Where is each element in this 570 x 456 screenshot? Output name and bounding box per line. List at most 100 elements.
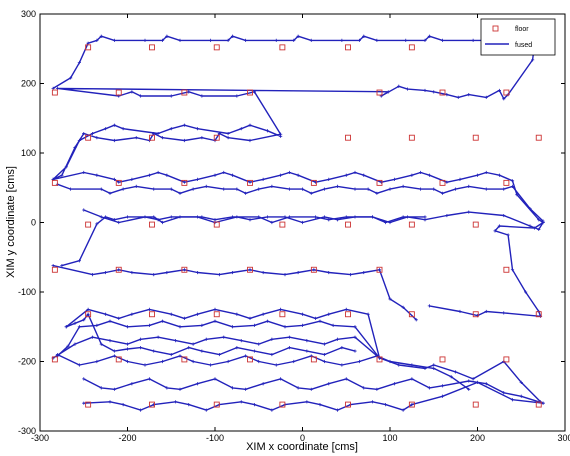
fused-point	[270, 352, 274, 357]
y-tick-label: 200	[21, 79, 36, 89]
fused-point	[248, 218, 252, 222]
fused-point	[423, 38, 427, 43]
fused-point	[82, 170, 86, 175]
fused-point	[191, 342, 195, 346]
fused-point	[454, 187, 458, 191]
floor-marker	[408, 401, 415, 408]
fused-point	[353, 170, 357, 175]
fused-point	[160, 136, 165, 140]
fused-point	[77, 259, 81, 263]
fused-point	[169, 187, 173, 191]
floor-marker	[279, 311, 286, 318]
fused-point	[445, 93, 449, 97]
series-line-fused	[83, 378, 544, 404]
fused-point	[401, 305, 405, 309]
x-axis-label: XIM x coordinate [cms]	[246, 441, 358, 453]
fused-point	[519, 394, 523, 398]
fused-point	[213, 173, 217, 177]
floor-marker	[181, 356, 188, 363]
fused-point	[64, 165, 68, 169]
fused-point	[318, 402, 322, 407]
fused-point	[502, 97, 506, 101]
fused-point	[235, 312, 239, 316]
fused-point	[537, 218, 541, 222]
fused-point	[327, 270, 331, 275]
fused-point	[104, 215, 108, 219]
fused-point	[283, 325, 287, 329]
fused-point	[484, 187, 488, 191]
fused-point	[353, 335, 357, 339]
legend: floor fused	[480, 18, 556, 56]
x-tick-label: -300	[31, 433, 49, 443]
fused-point	[261, 382, 265, 386]
fused-point	[296, 34, 300, 38]
fused-point	[125, 342, 130, 346]
fused-point	[178, 215, 182, 219]
fused-point	[377, 268, 382, 272]
fused-point	[248, 180, 252, 184]
fused-point	[178, 191, 182, 195]
fused-point	[209, 363, 213, 367]
fused-point	[73, 342, 77, 346]
fused-point	[187, 90, 191, 94]
fused-point	[375, 387, 379, 391]
fused-point	[467, 184, 471, 188]
fused-point	[279, 307, 283, 311]
floor-marker	[376, 179, 383, 186]
fused-point	[386, 90, 390, 94]
floor-marker	[181, 266, 188, 273]
fused-point	[130, 90, 134, 94]
fused-point	[449, 375, 453, 379]
fused-point	[327, 218, 331, 222]
fused-point	[156, 335, 160, 339]
fused-point	[187, 346, 191, 350]
fused-point	[401, 408, 405, 412]
fused-point	[312, 268, 316, 272]
floor-marker	[85, 311, 92, 318]
fused-point	[165, 173, 169, 177]
fused-point	[51, 263, 55, 268]
fused-point	[82, 318, 86, 322]
fused-point	[287, 346, 291, 350]
fused-point	[195, 127, 200, 131]
fused-point	[130, 270, 134, 275]
fused-point	[222, 170, 226, 175]
fused-point	[226, 136, 230, 140]
fused-point	[182, 316, 186, 321]
fused-point	[296, 270, 300, 275]
fused-point	[410, 377, 414, 381]
fused-point	[213, 377, 217, 381]
fused-point	[414, 318, 418, 322]
fused-point	[125, 325, 130, 329]
fused-point	[353, 187, 357, 191]
floor-marker	[472, 401, 479, 408]
fused-point	[204, 408, 208, 412]
fused-point	[95, 173, 99, 177]
fused-point	[200, 215, 204, 219]
fused-point	[506, 233, 510, 237]
fused-point	[204, 337, 208, 341]
fused-point	[130, 382, 134, 386]
fused-point	[357, 38, 361, 43]
floor-marker	[535, 311, 542, 318]
fused-point	[322, 215, 326, 219]
fused-point	[279, 134, 283, 138]
fused-point	[279, 377, 283, 381]
fused-point	[510, 184, 515, 188]
fused-point	[182, 180, 186, 184]
fused-point	[213, 307, 217, 311]
floor-marker	[149, 311, 155, 318]
fused-point	[77, 138, 81, 143]
fused-point	[292, 38, 296, 43]
series-line-fused	[61, 216, 425, 267]
fused-point	[475, 380, 480, 384]
floor-marker	[408, 44, 415, 51]
fused-point	[117, 268, 121, 272]
fused-point	[340, 363, 344, 367]
fused-point	[366, 187, 370, 191]
fused-point	[270, 184, 274, 188]
fused-point	[147, 377, 151, 381]
fused-point	[471, 38, 475, 43]
fused-point	[69, 76, 73, 80]
floor-marker	[503, 179, 510, 186]
